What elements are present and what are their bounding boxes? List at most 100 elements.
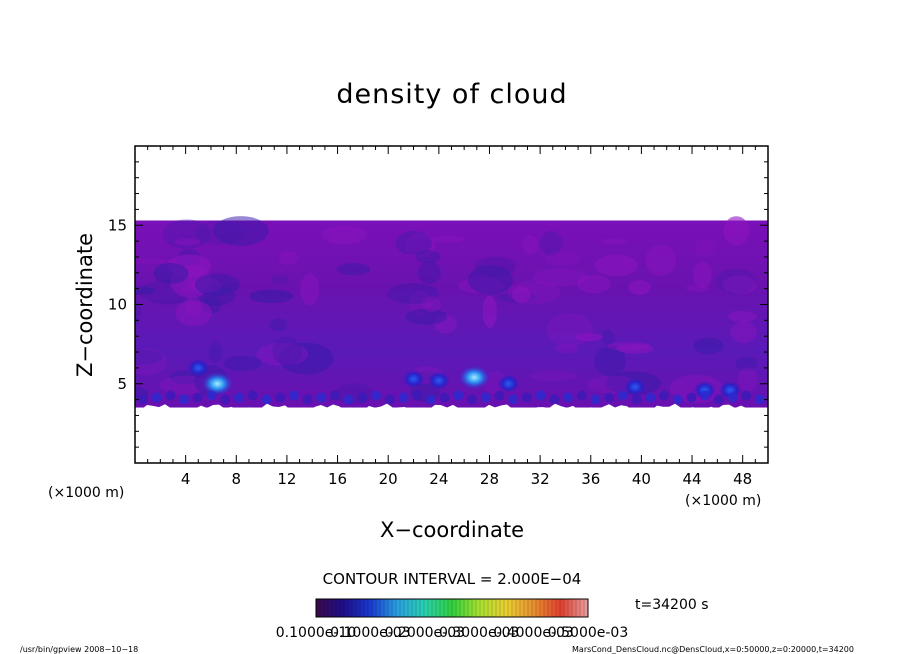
texture-blob [405, 233, 436, 259]
bright-cell [624, 377, 647, 396]
colorbar-labels: 0.1000e-100.1000e-030.2000e-030.3000e-03… [276, 625, 628, 641]
texture-blob [606, 341, 651, 351]
bright-cell [700, 390, 711, 401]
texture-blob [417, 260, 441, 285]
bright-cell [467, 394, 478, 405]
bright-cells [138, 358, 765, 405]
texture-blob [521, 235, 539, 255]
bright-cell [604, 392, 615, 403]
colorbar-stripes [319, 600, 585, 616]
bright-cell [275, 392, 286, 403]
bright-cell [458, 365, 491, 390]
texture-blob [248, 289, 294, 303]
bright-cell [497, 374, 520, 393]
bright-cell [427, 371, 450, 390]
bright-cell [453, 390, 464, 401]
texture-blob [692, 261, 712, 288]
texture-blob [685, 284, 709, 292]
texture-blob [159, 375, 211, 395]
x-tick-label: 36 [581, 470, 600, 488]
texture-blob [532, 268, 588, 287]
x-tick-label: 12 [277, 470, 296, 488]
contour-interval: CONTOUR INTERVAL = 2.000E−04 [323, 570, 582, 588]
texture-blob [271, 274, 290, 286]
bright-cell [151, 392, 162, 403]
texture-blob [512, 286, 531, 303]
chart-title: density of cloud [336, 79, 567, 110]
x-unit-left: (×1000 m) [48, 485, 124, 501]
texture-blob [555, 343, 578, 354]
bright-cell [727, 392, 738, 403]
bright-cell [713, 394, 724, 405]
bright-cell [494, 390, 505, 401]
texture-blob [528, 370, 578, 382]
texture-blob [422, 296, 442, 313]
texture-blob [223, 355, 262, 372]
bright-cell [165, 390, 176, 401]
texture-blob [482, 295, 497, 329]
bright-cell [521, 392, 532, 403]
bright-cell [233, 392, 244, 403]
texture-blob [135, 349, 163, 365]
texture-blob [300, 273, 320, 306]
bright-cell [425, 394, 436, 405]
y-tick-label: 10 [108, 296, 127, 314]
bright-cell [686, 392, 697, 403]
x-tick-label: 20 [379, 470, 398, 488]
texture-blob [175, 300, 213, 327]
texture-blob [194, 220, 245, 245]
texture-blob [212, 216, 269, 246]
texture-blob [387, 283, 440, 304]
bright-cell [316, 392, 327, 403]
texture-blob [467, 265, 513, 295]
bright-cell [384, 394, 395, 405]
texture-blob [594, 345, 626, 377]
y-axis-label: Z−coordinate [73, 233, 97, 377]
x-tick-label: 48 [733, 470, 752, 488]
texture-blob [269, 318, 288, 332]
texture-blob [602, 238, 627, 245]
texture-blob [727, 310, 757, 322]
bright-cell [590, 394, 601, 405]
bright-cell [549, 394, 560, 405]
x-tick-label: 28 [480, 470, 499, 488]
texture-blob [594, 254, 638, 277]
colorbar-label: 0.3000e-03 [439, 625, 519, 641]
x-tick-label: 4 [181, 470, 191, 488]
bright-cell [302, 394, 313, 405]
texture-blob [430, 235, 465, 244]
y-tick-label: 15 [108, 216, 127, 234]
texture-blob [135, 286, 156, 295]
texture-blob [405, 308, 448, 325]
colorbar-label: 0.1000e-10 [276, 625, 356, 641]
bright-cell [631, 394, 642, 405]
texture-blob [693, 337, 724, 355]
bright-cell [645, 392, 656, 403]
bright-cell [659, 390, 670, 401]
colorbar [315, 598, 589, 618]
time-label: t=34200 s [635, 597, 709, 613]
texture-blob [722, 275, 757, 294]
bright-cell [693, 381, 716, 400]
bright-cell [535, 390, 546, 401]
texture-blob [715, 268, 757, 295]
texture-blob [395, 230, 432, 256]
texture-blob [256, 342, 309, 366]
bright-cell [201, 371, 234, 396]
texture-blob [415, 250, 441, 264]
bright-cell [343, 394, 354, 405]
bright-cell [261, 394, 272, 405]
bright-cell [563, 392, 574, 403]
texture-blob [693, 239, 716, 257]
bright-cell [439, 392, 450, 403]
texture-blob [194, 273, 240, 297]
x-tick-label: 8 [232, 470, 242, 488]
bright-cell [398, 392, 409, 403]
y-tick-label: 5 [117, 375, 127, 393]
texture-blob [574, 333, 603, 342]
bright-cell [192, 392, 203, 403]
texture-blob [616, 343, 655, 354]
bright-cell [412, 390, 423, 401]
texture-blob [601, 329, 615, 345]
